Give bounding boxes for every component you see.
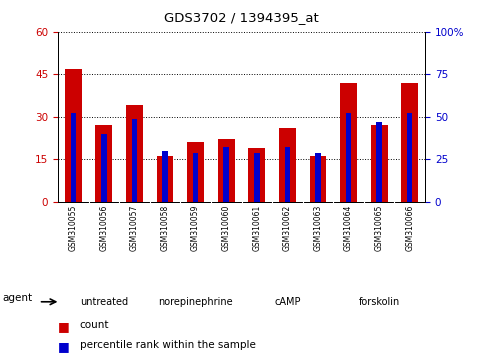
Bar [218,139,235,202]
Bar [101,134,107,202]
Text: GSM310066: GSM310066 [405,204,414,251]
Bar [376,122,382,202]
Text: GSM310064: GSM310064 [344,204,353,251]
Bar [71,113,76,202]
Text: norepinephrine: norepinephrine [158,297,233,307]
Text: GSM310055: GSM310055 [69,204,78,251]
Text: GSM310059: GSM310059 [191,204,200,251]
Bar [346,113,351,202]
Bar [248,148,265,202]
Bar [254,153,259,202]
Bar [284,147,290,202]
Bar [96,125,112,202]
Text: GSM310058: GSM310058 [160,204,170,251]
Bar [310,156,327,202]
Bar [371,125,387,202]
Text: agent: agent [2,293,32,303]
Text: count: count [80,320,109,330]
Text: cAMP: cAMP [274,297,300,307]
Text: GDS3702 / 1394395_at: GDS3702 / 1394395_at [164,11,319,24]
Bar [315,153,321,202]
Text: untreated: untreated [80,297,128,307]
Text: GSM310057: GSM310057 [130,204,139,251]
Text: GSM310056: GSM310056 [99,204,108,251]
Bar [126,105,143,202]
Text: forskolin: forskolin [358,297,400,307]
Text: GSM310065: GSM310065 [375,204,384,251]
Bar [132,119,137,202]
Text: GSM310062: GSM310062 [283,204,292,251]
Text: percentile rank within the sample: percentile rank within the sample [80,340,256,350]
Bar [279,128,296,202]
Bar [156,156,173,202]
Bar [187,142,204,202]
Text: ■: ■ [58,320,70,333]
Bar [65,69,82,202]
Bar [401,83,418,202]
Bar [162,151,168,202]
Text: GSM310063: GSM310063 [313,204,323,251]
Bar [193,153,199,202]
Bar [340,83,357,202]
Bar [224,147,229,202]
Text: ■: ■ [58,340,70,353]
Text: GSM310061: GSM310061 [252,204,261,251]
Bar [407,113,412,202]
Text: GSM310060: GSM310060 [222,204,231,251]
